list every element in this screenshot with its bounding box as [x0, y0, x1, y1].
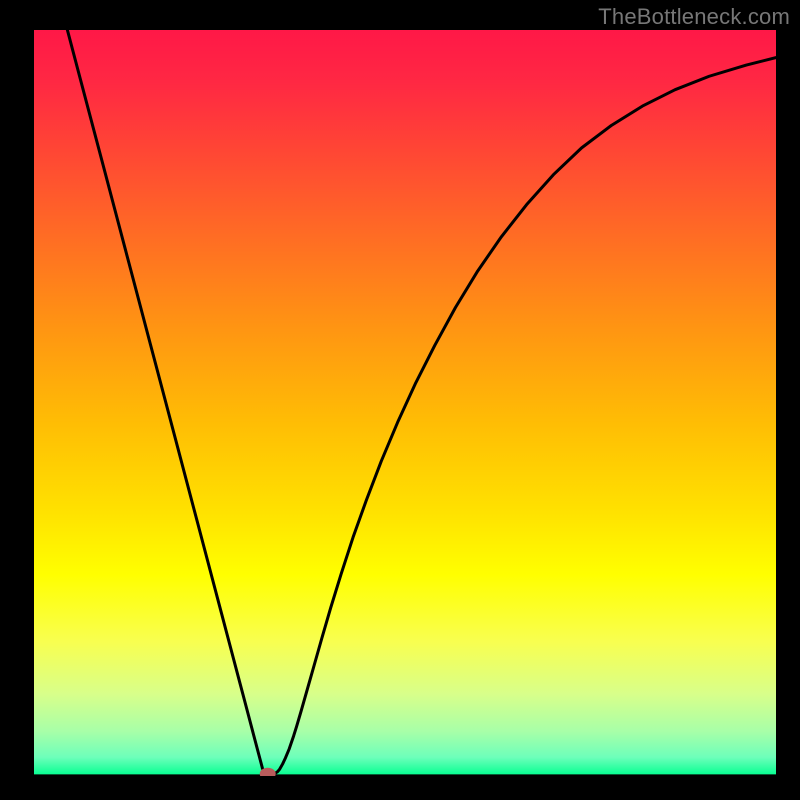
- chart-container: TheBottleneck.com: [0, 0, 800, 800]
- watermark-text: TheBottleneck.com: [598, 4, 790, 30]
- chart-svg: [34, 30, 776, 776]
- plot-area: [34, 30, 776, 776]
